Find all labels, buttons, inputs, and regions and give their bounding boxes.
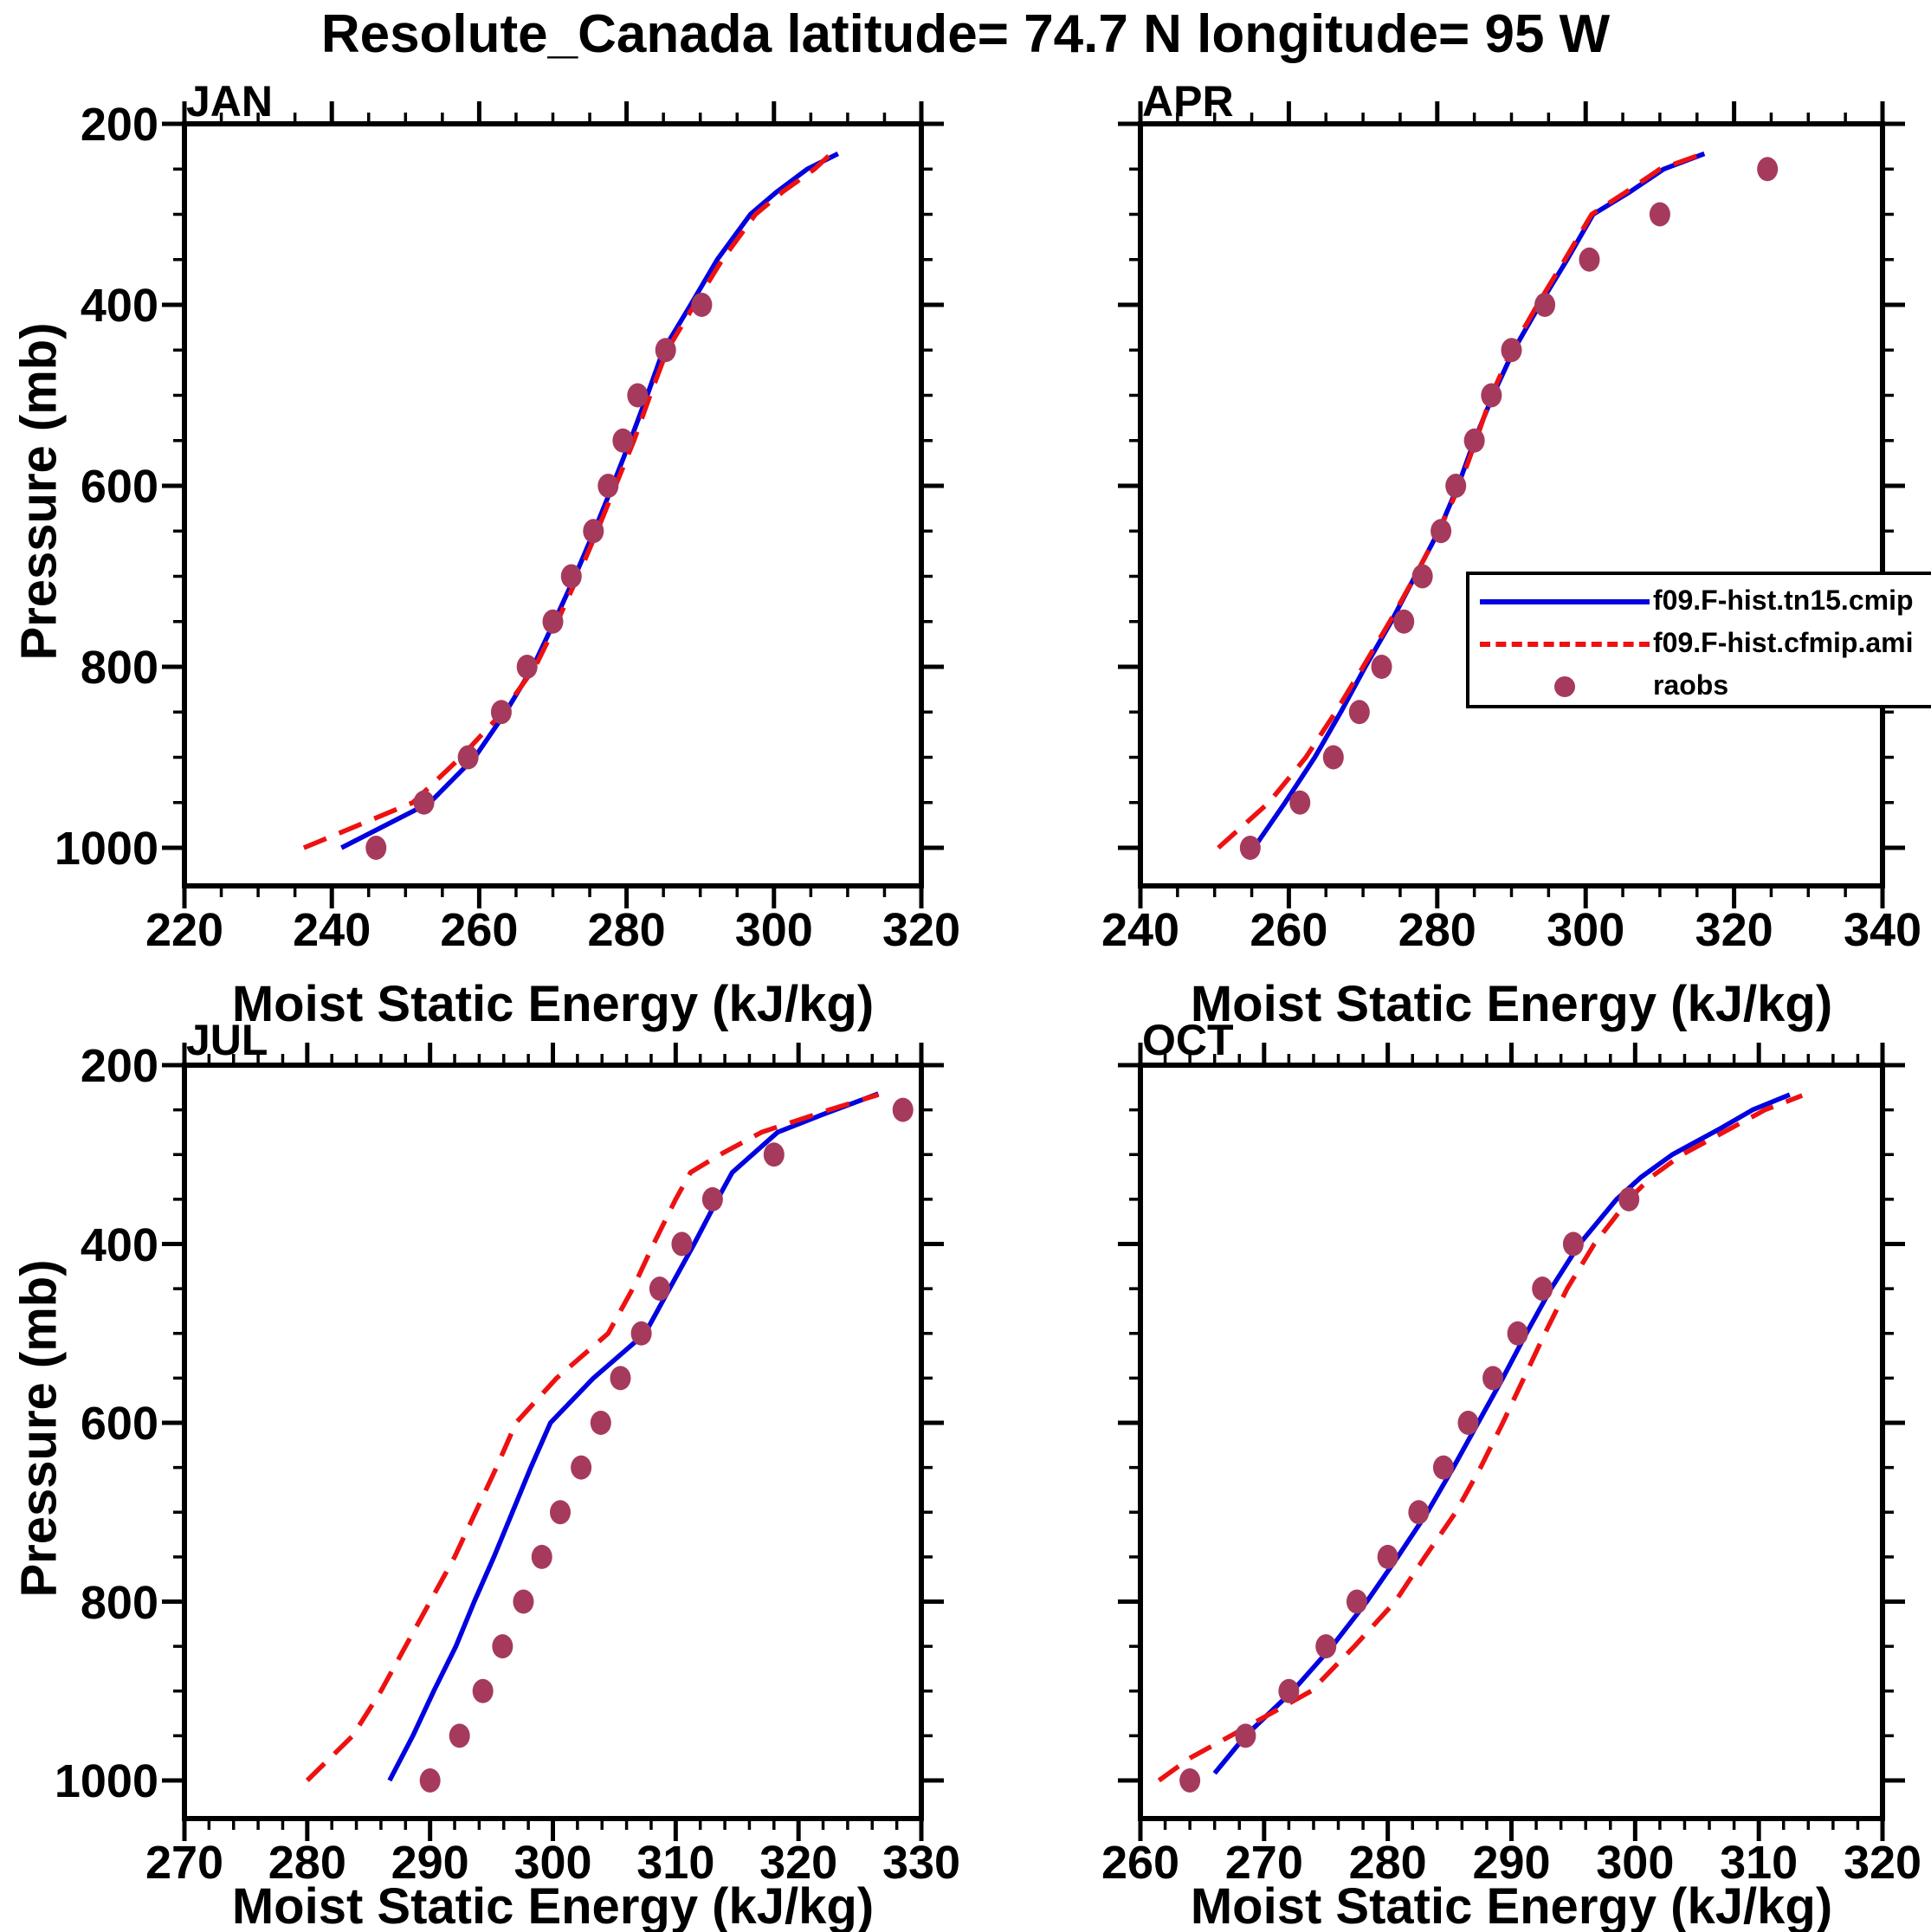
x-tick-label: 300: [1596, 1837, 1675, 1889]
y-tick-label: 1000: [54, 1755, 158, 1807]
raobs-dots: [419, 1097, 914, 1793]
x-axis-title-apr: Moist Static Energy (kJ/kg): [1190, 976, 1833, 1032]
legend-row-model1: f09.F-hist.tn15.cmip: [1469, 582, 1931, 622]
y-tick-label: 600: [80, 461, 158, 513]
x-axis-title-oct: Moist Static Energy (kJ/kg): [1190, 1878, 1833, 1932]
panel-jul-plot: [162, 1043, 944, 1841]
x-tick-label: 290: [1472, 1837, 1551, 1889]
series-blue-solid: [340, 152, 840, 850]
legend-label-model1: f09.F-hist.tn15.cmip: [1653, 585, 1914, 616]
x-tick-label: 320: [1695, 904, 1773, 956]
legend-label-model2: f09.F-hist.cfmip.ami: [1653, 627, 1914, 658]
plot-frame: [182, 1063, 924, 1821]
x-axis-title-jul: Moist Static Energy (kJ/kg): [231, 1878, 875, 1932]
plot-frame: [1138, 121, 1885, 888]
x-tick-label: 290: [391, 1837, 469, 1889]
x-tick-label: 270: [1224, 1837, 1303, 1889]
x-tick-label: 260: [1101, 1837, 1180, 1889]
x-tick-label: 300: [513, 1837, 592, 1889]
series-red-dashed: [1217, 152, 1702, 850]
x-tick-label: 280: [268, 1837, 346, 1889]
y-tick-label: 800: [80, 1576, 158, 1629]
y-tick-label: 1000: [54, 823, 158, 875]
x-tick-label: 310: [1720, 1837, 1799, 1889]
x-tick-label: 310: [636, 1837, 715, 1889]
series-blue-solid: [1212, 1092, 1791, 1775]
y-tick-label: 200: [80, 99, 158, 151]
x-tick-label: 320: [1843, 1837, 1922, 1889]
y-tick-label: 400: [80, 1218, 158, 1271]
x-tick-label: 280: [587, 904, 666, 956]
x-tick-label: 320: [759, 1837, 838, 1889]
raobs-dots: [365, 293, 713, 860]
x-tick-label: 340: [1843, 904, 1922, 956]
x-tick-label: 270: [145, 1837, 224, 1889]
y-tick-label: 200: [80, 1040, 158, 1092]
series-red-dashed: [1157, 1093, 1804, 1783]
raobs-dots: [1239, 157, 1779, 860]
y-tick-label: 400: [80, 280, 158, 332]
series-blue-solid: [387, 1091, 880, 1782]
figure-title: Resolute_Canada latitude= 74.7 N longitu…: [320, 4, 1611, 64]
x-tick-label: 240: [293, 904, 371, 956]
panel-oct-plot: [1118, 1043, 1905, 1841]
panel-apr-plot: [1118, 101, 1905, 908]
x-tick-label: 300: [1547, 904, 1625, 956]
series-blue-solid: [1251, 151, 1706, 850]
raobs-dots: [1179, 1186, 1640, 1793]
series-red-dashed: [302, 150, 835, 850]
legend-row-raobs: raobs: [1469, 667, 1931, 707]
panel-jan-plot: [162, 101, 944, 908]
raobs-dot-sample: [1480, 667, 1650, 707]
x-tick-label: 300: [734, 904, 813, 956]
y-tick-label: 800: [80, 642, 158, 694]
panel-apr-month: APR: [1142, 77, 1234, 126]
y-tick-label: 600: [80, 1398, 158, 1450]
blue-solid-line-sample: [1480, 582, 1650, 622]
plot-frame: [182, 121, 924, 888]
x-tick-label: 240: [1101, 904, 1180, 956]
legend-label-raobs: raobs: [1653, 669, 1729, 701]
red-dashed-line-sample: [1480, 624, 1650, 664]
x-tick-label: 320: [882, 904, 961, 956]
series-red-dashed: [305, 1092, 880, 1782]
x-tick-label: 220: [145, 904, 224, 956]
x-tick-label: 260: [440, 904, 519, 956]
legend: f09.F-hist.tn15.cmip f09.F-hist.cfmip.am…: [1466, 572, 1931, 708]
x-tick-label: 260: [1250, 904, 1328, 956]
panel-jul-month: JUL: [186, 1016, 268, 1064]
x-axis-title-jan: Moist Static Energy (kJ/kg): [231, 976, 875, 1032]
panel-oct-month: OCT: [1142, 1016, 1234, 1064]
legend-row-model2: f09.F-hist.cfmip.ami: [1469, 624, 1931, 664]
x-tick-label: 280: [1398, 904, 1476, 956]
plot-frame: [1138, 1063, 1885, 1821]
x-tick-label: 280: [1348, 1837, 1427, 1889]
x-tick-label: 330: [882, 1837, 961, 1889]
